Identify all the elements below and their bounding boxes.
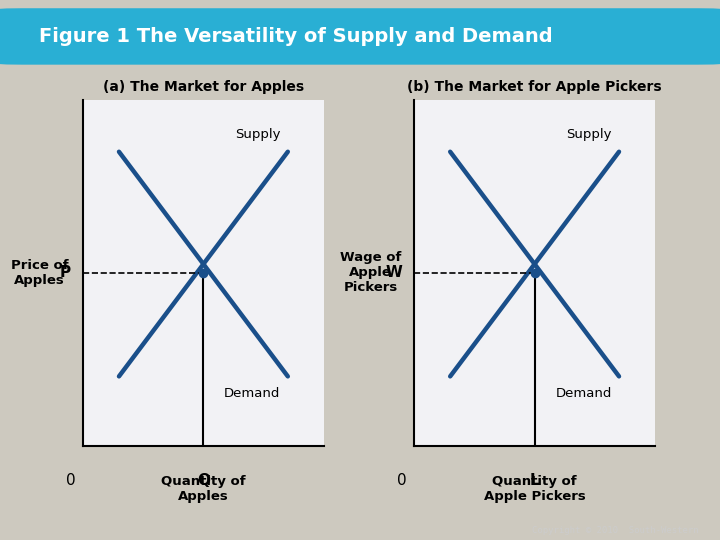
Text: L: L (530, 473, 539, 488)
Text: (b) The Market for Apple Pickers: (b) The Market for Apple Pickers (408, 80, 662, 94)
Text: Wage of
Apple
Pickers: Wage of Apple Pickers (340, 251, 401, 294)
Text: 0: 0 (397, 473, 407, 488)
Text: (a) The Market for Apples: (a) The Market for Apples (103, 80, 304, 94)
Text: Demand: Demand (555, 387, 612, 400)
Text: Supply: Supply (567, 129, 612, 141)
Text: Supply: Supply (235, 129, 281, 141)
Text: Copyright © 2010  South-Western: Copyright © 2010 South-Western (532, 525, 698, 535)
Text: Demand: Demand (224, 387, 281, 400)
Text: Price of
Apples: Price of Apples (11, 259, 68, 287)
Text: Figure 1 The Versatility of Supply and Demand: Figure 1 The Versatility of Supply and D… (39, 27, 552, 46)
FancyBboxPatch shape (0, 8, 720, 65)
Text: 0: 0 (66, 473, 76, 488)
Text: Q: Q (197, 473, 210, 488)
Text: Quantity of
Apple Pickers: Quantity of Apple Pickers (484, 475, 585, 503)
Text: W: W (385, 265, 402, 280)
Text: Quantity of
Apples: Quantity of Apples (161, 475, 246, 503)
Text: P: P (60, 265, 71, 280)
